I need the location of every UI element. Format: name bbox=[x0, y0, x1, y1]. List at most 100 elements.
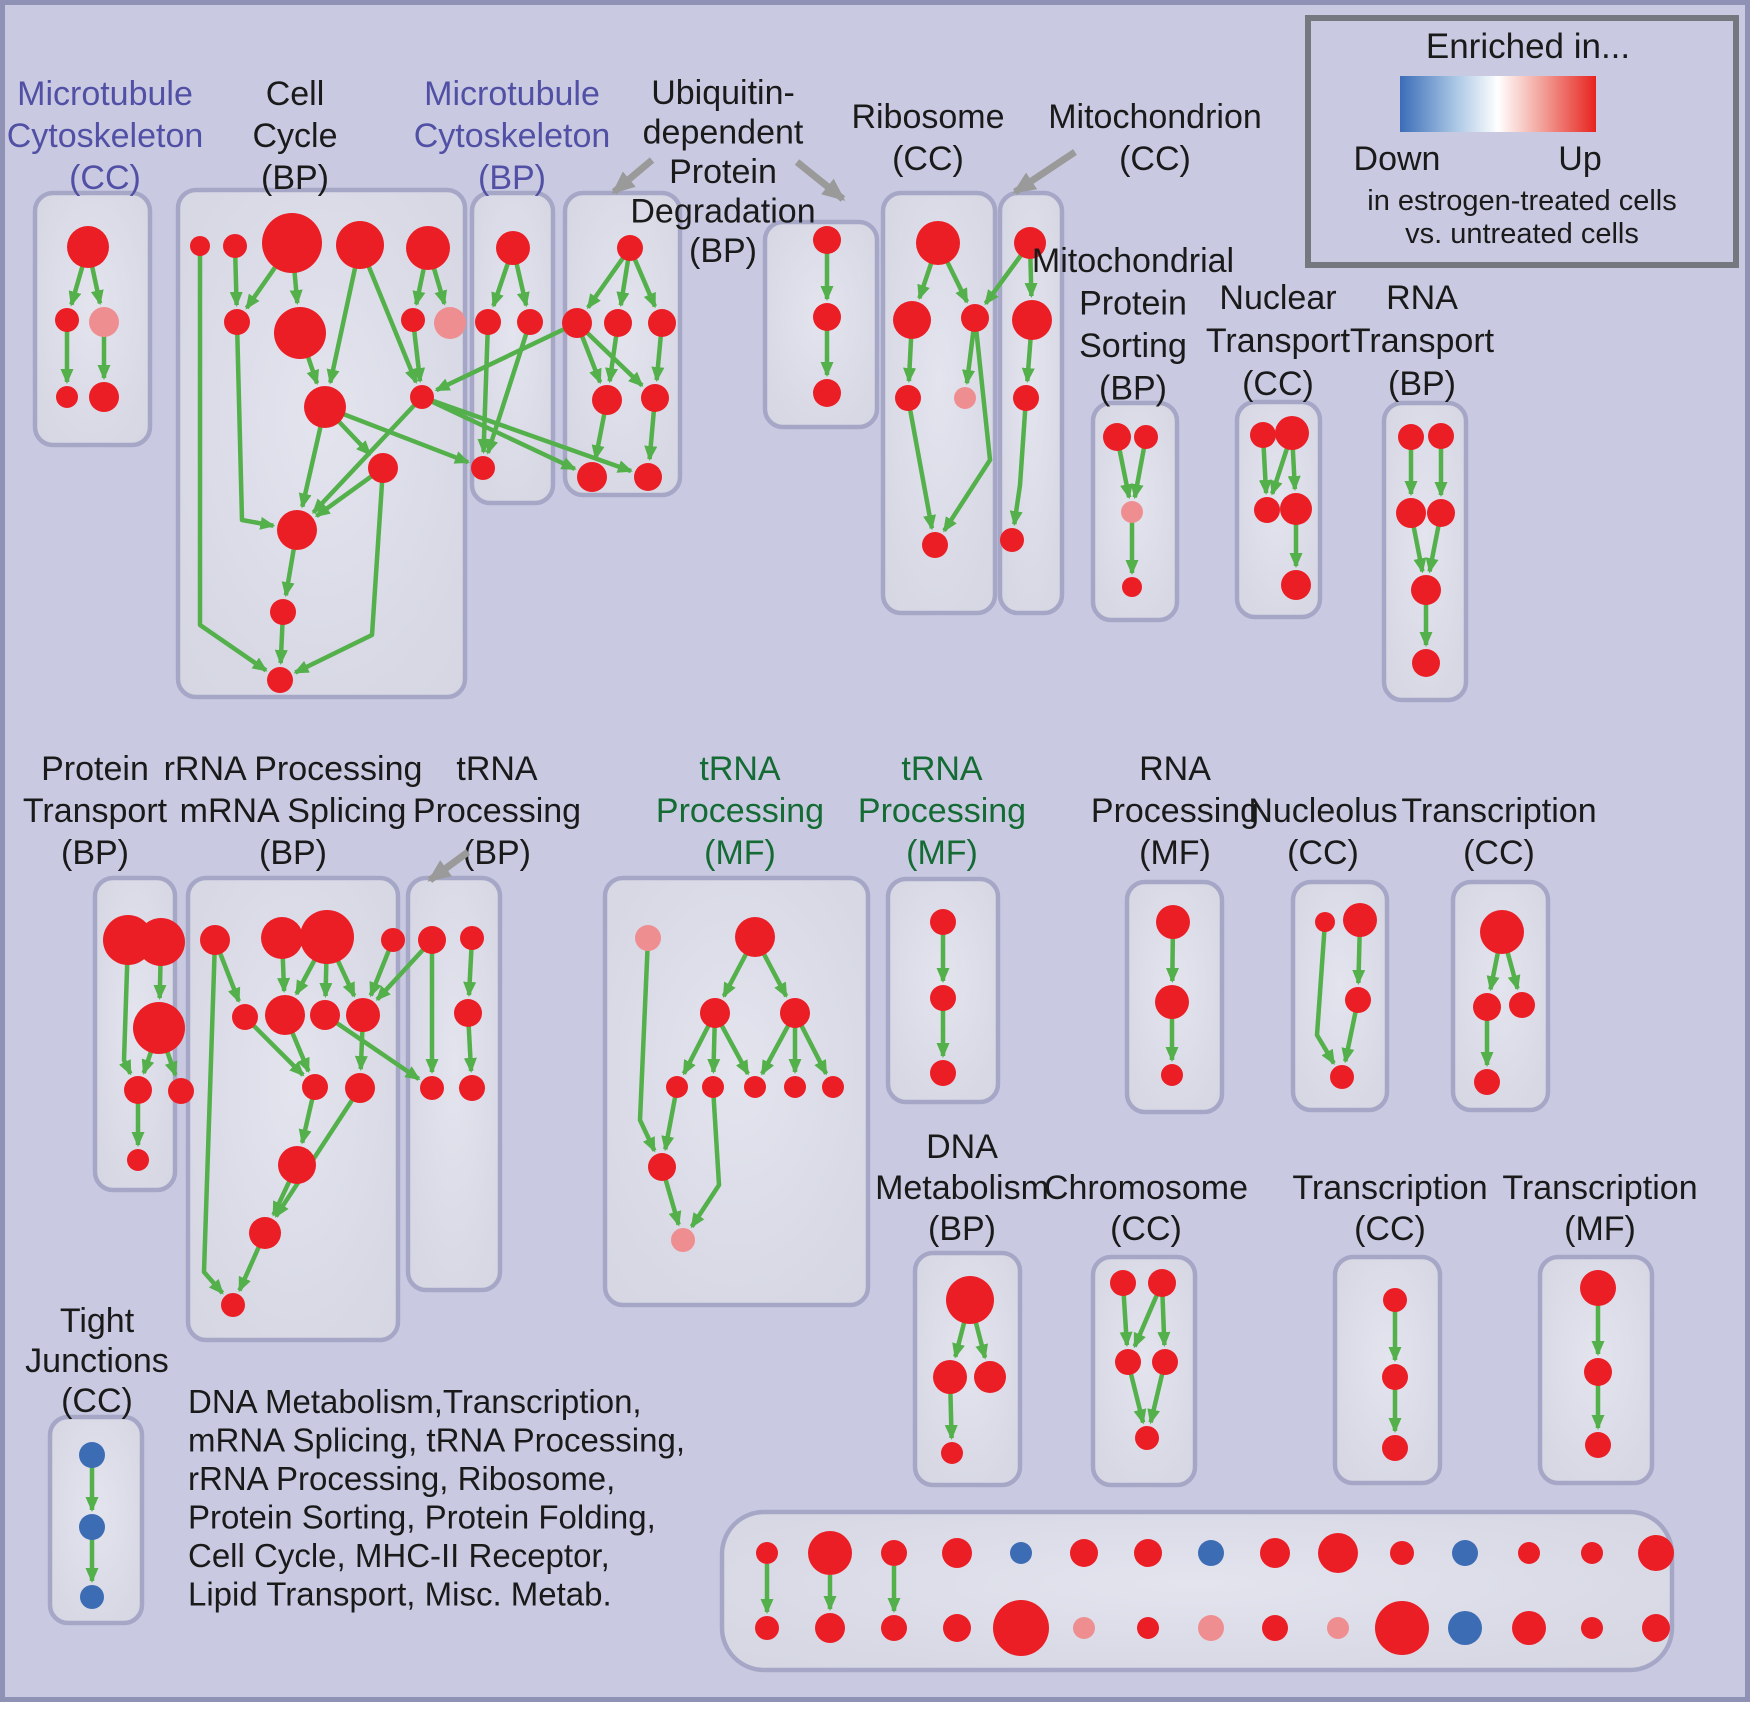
group-label-dna-metabolism-line3: (BP) bbox=[928, 1210, 996, 1248]
node-cell-cycle-ccX bbox=[401, 308, 425, 332]
group-box-nucleolus bbox=[1290, 879, 1390, 1113]
group-label-trna-mf-1-line3: (MF) bbox=[704, 834, 776, 872]
group-box-transcription-cc-mid bbox=[1450, 879, 1551, 1113]
edge-arrow-cell-cycle bbox=[234, 321, 276, 530]
node-misc-top-13 bbox=[1581, 1542, 1603, 1564]
node-misc-bottom-11 bbox=[1448, 1611, 1482, 1645]
node-misc-bottom-14 bbox=[1642, 1614, 1670, 1642]
footnote-line2: mRNA Splicing, tRNA Processing, bbox=[188, 1422, 685, 1459]
node-trna-mf-2-h3 bbox=[930, 1060, 956, 1086]
node-misc-top-7 bbox=[1198, 1540, 1224, 1566]
node-cell-cycle-cc8 bbox=[304, 386, 346, 428]
group-label-cell-cycle-line3: (BP) bbox=[261, 159, 329, 197]
node-rna-transport-q6 bbox=[1412, 649, 1440, 677]
group-label-trna-mf-2-line3: (MF) bbox=[906, 834, 978, 872]
node-rna-transport-q3 bbox=[1396, 498, 1426, 528]
node-trna-mf-1-g5 bbox=[671, 1228, 695, 1252]
edge-arrow-ribosome bbox=[942, 317, 993, 533]
node-misc-bottom-5 bbox=[1073, 1617, 1095, 1639]
node-rrna-ri bbox=[221, 1293, 245, 1317]
node-mt-cc-k5 bbox=[89, 382, 119, 412]
node-protein-transport-p6 bbox=[127, 1149, 149, 1171]
legend-subline-2: vs. untreated cells bbox=[1405, 218, 1639, 250]
node-misc-top-4 bbox=[1010, 1542, 1032, 1564]
node-misc-bottom-6 bbox=[1137, 1617, 1159, 1639]
group-label-rna-transport-line2: Transport bbox=[1350, 322, 1495, 360]
group-label-rrna-line2: mRNA Splicing bbox=[180, 792, 407, 830]
node-cell-cycle-cc5 bbox=[406, 226, 450, 270]
node-ubiquitin-net-u4 bbox=[648, 309, 676, 337]
node-rrna-re bbox=[302, 1074, 328, 1100]
node-misc-top-8 bbox=[1260, 1538, 1290, 1568]
node-trna-mf-1-L1 bbox=[666, 1076, 688, 1098]
node-chromosome-x4 bbox=[1152, 1349, 1178, 1375]
node-trna-mf-1-g2 bbox=[700, 998, 730, 1028]
group-label-rna-transport-line1: RNA bbox=[1386, 279, 1458, 317]
node-misc-top-6 bbox=[1134, 1539, 1162, 1567]
node-trna-mf-1-L2 bbox=[702, 1076, 724, 1098]
group-label-dna-metabolism-line2: Metabolism bbox=[875, 1169, 1049, 1207]
node-tight-junctions-tj1 bbox=[79, 1442, 105, 1468]
group-box-misc-terms bbox=[719, 1509, 1675, 1673]
group-label-mt-bp-line1: Microtubule bbox=[424, 75, 600, 113]
node-nuclear-transport-n2 bbox=[1275, 416, 1309, 450]
node-rrna-rh bbox=[249, 1217, 281, 1249]
node-transcription-cc-mid-f1 bbox=[1480, 910, 1524, 954]
node-trna-mf-1-L5 bbox=[822, 1076, 844, 1098]
ubiquitin-right-arrow bbox=[794, 159, 846, 202]
node-ubiquitin-chain-v1 bbox=[813, 226, 841, 254]
group-label-transcription-cc-mid-line2: (CC) bbox=[1463, 834, 1535, 872]
node-mitochondrion-m3 bbox=[1013, 385, 1039, 411]
node-cell-cycle-cc3 bbox=[262, 213, 322, 273]
ubiquitin-left-arrow bbox=[611, 157, 655, 195]
node-misc-bottom-7 bbox=[1198, 1615, 1224, 1641]
legend-title: Enriched in... bbox=[1426, 27, 1630, 66]
group-label-nuclear-transport-line1: Nuclear bbox=[1219, 279, 1336, 317]
group-label-mitochondrion-line1: Mitochondrion bbox=[1048, 98, 1262, 136]
group-label-rna-processing-line3: (MF) bbox=[1139, 834, 1211, 872]
node-transcription-cc-bot-y1 bbox=[1383, 1288, 1407, 1312]
node-trna-mf-1-g1 bbox=[735, 917, 775, 957]
node-transcription-cc-mid-f3 bbox=[1509, 992, 1535, 1018]
node-rrna-rd bbox=[346, 998, 380, 1032]
node-ubiquitin-chain-v2 bbox=[813, 303, 841, 331]
node-ribosome-r2 bbox=[893, 301, 931, 339]
group-label-transcription-cc-bot-line1: Transcription bbox=[1292, 1169, 1487, 1207]
node-ubiquitin-net-u6 bbox=[641, 384, 669, 412]
node-rrna-rb bbox=[265, 995, 305, 1035]
group-label-transcription-mf-line1: Transcription bbox=[1502, 1169, 1697, 1207]
node-nuclear-transport-n5 bbox=[1281, 570, 1311, 600]
node-misc-bottom-2 bbox=[881, 1615, 907, 1641]
group-label-rrna-line3: (BP) bbox=[259, 834, 327, 872]
group-box-mt-bp bbox=[469, 190, 556, 506]
group-label-trna-bp-line1: tRNA bbox=[456, 750, 538, 788]
node-nucleolus-e4 bbox=[1330, 1065, 1354, 1089]
node-ribosome-r4 bbox=[895, 385, 921, 411]
node-trna-bp-w4 bbox=[420, 1076, 444, 1100]
node-misc-top-1 bbox=[808, 1531, 852, 1575]
node-transcription-mf-z3 bbox=[1585, 1432, 1611, 1458]
node-cell-cycle-ccH bbox=[410, 385, 434, 409]
node-misc-bottom-12 bbox=[1512, 1611, 1546, 1645]
node-mito-sorting-s1 bbox=[1103, 423, 1131, 451]
node-rna-transport-q4 bbox=[1427, 499, 1455, 527]
edge-arrow-rrna bbox=[201, 939, 225, 1295]
mitochondrion-arrow bbox=[1012, 149, 1077, 195]
edge-arrow-mt-bp bbox=[477, 321, 491, 454]
group-label-trna-bp-line3: (BP) bbox=[463, 834, 531, 872]
group-box-rna-transport bbox=[1381, 400, 1469, 703]
node-dna-metabolism-d2 bbox=[933, 1360, 967, 1394]
group-label-ubiquitin-net-line1: Ubiquitin- bbox=[651, 74, 795, 112]
group-label-tight-junctions-line3: (CC) bbox=[61, 1382, 133, 1420]
group-box-cell-cycle bbox=[175, 187, 468, 700]
node-mt-cc-k2 bbox=[55, 308, 79, 332]
edge-arrow-trna-mf-1 bbox=[637, 937, 657, 1153]
node-chromosome-x5 bbox=[1135, 1426, 1159, 1450]
group-label-mito-sorting-line2: Protein bbox=[1079, 285, 1187, 323]
node-misc-top-9 bbox=[1318, 1533, 1358, 1573]
node-rrna-t3 bbox=[300, 910, 354, 964]
node-rrna-rf bbox=[345, 1073, 375, 1103]
group-label-ubiquitin-net-line3: Protein bbox=[669, 153, 777, 191]
